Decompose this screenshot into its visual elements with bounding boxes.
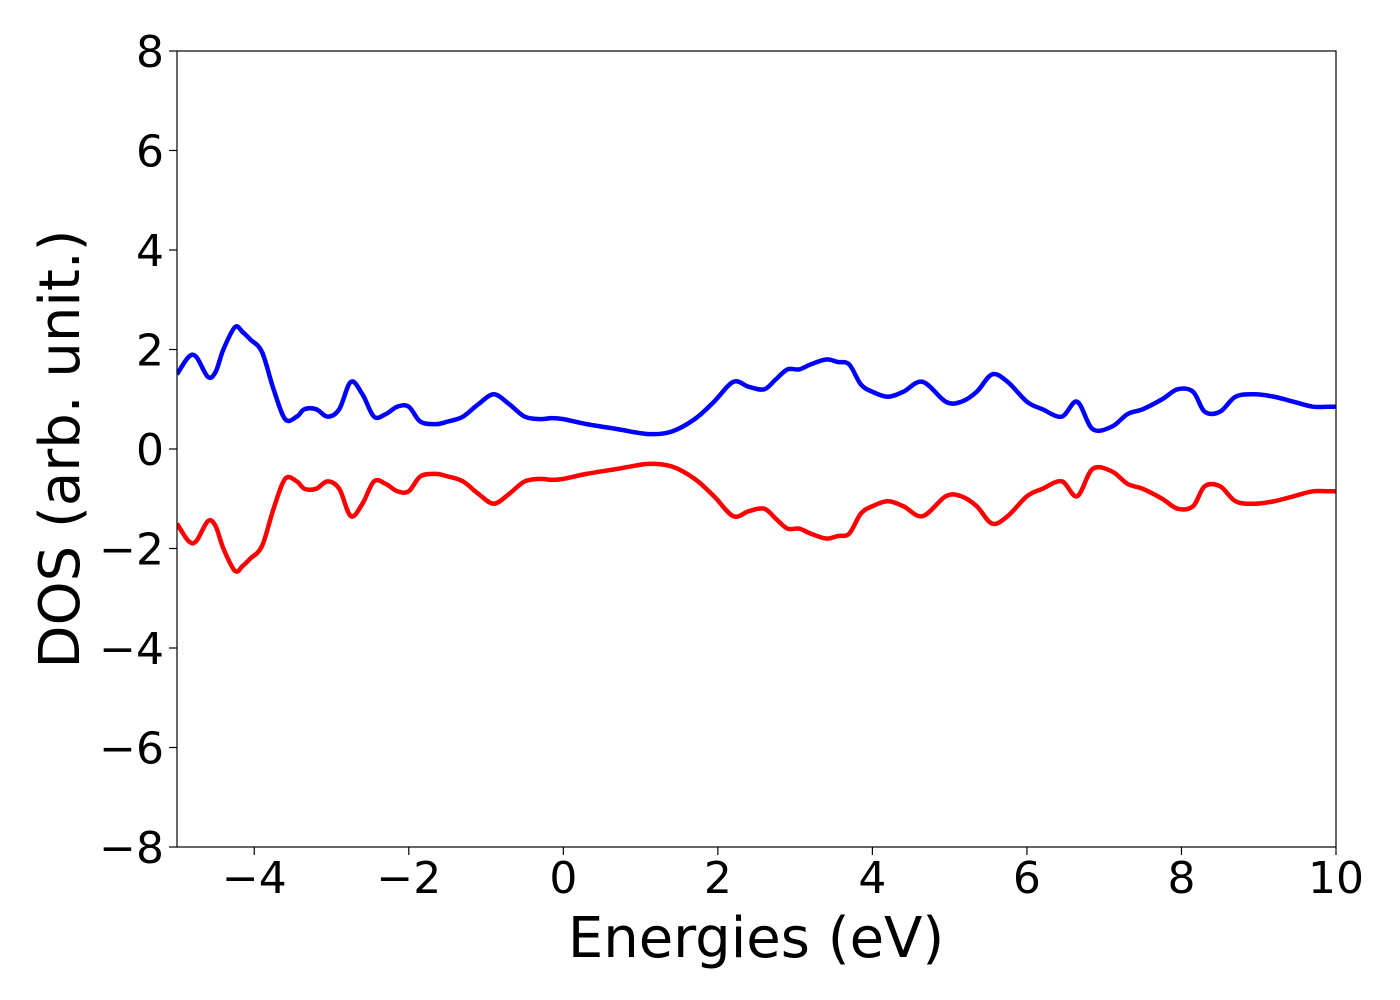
x-tick-label: 2: [704, 853, 732, 904]
y-tick-label: 6: [136, 127, 164, 178]
x-tick-label: 10: [1308, 853, 1364, 904]
y-tick-label: 4: [136, 226, 164, 277]
x-tick-label: 6: [1013, 853, 1041, 904]
x-tick-label: −2: [376, 853, 441, 904]
y-tick-label: −6: [99, 724, 164, 775]
y-tick-label: −4: [99, 624, 164, 675]
series-line-2: [177, 461, 1336, 574]
y-tick-label: −8: [99, 823, 164, 874]
x-tick-label: 8: [1167, 853, 1195, 904]
y-tick-label: 8: [136, 27, 164, 78]
y-tick-label: −2: [99, 525, 164, 576]
x-tick-label: 0: [549, 853, 577, 904]
x-tick-label: 4: [858, 853, 886, 904]
x-tick-label: −4: [222, 853, 287, 904]
y-axis-label: DOS (arb. unit.): [28, 229, 93, 668]
y-tick-label: 2: [136, 326, 164, 377]
plot-area: −4 −2 0 2 4 6 8 10 −8 −6 −4 −2 0 2 4 6 8: [99, 27, 1364, 904]
plot-frame: [176, 50, 1337, 848]
y-tick-label: 0: [136, 425, 164, 476]
x-axis-label: Energies (eV): [568, 906, 944, 971]
series-line-1: [177, 324, 1336, 437]
